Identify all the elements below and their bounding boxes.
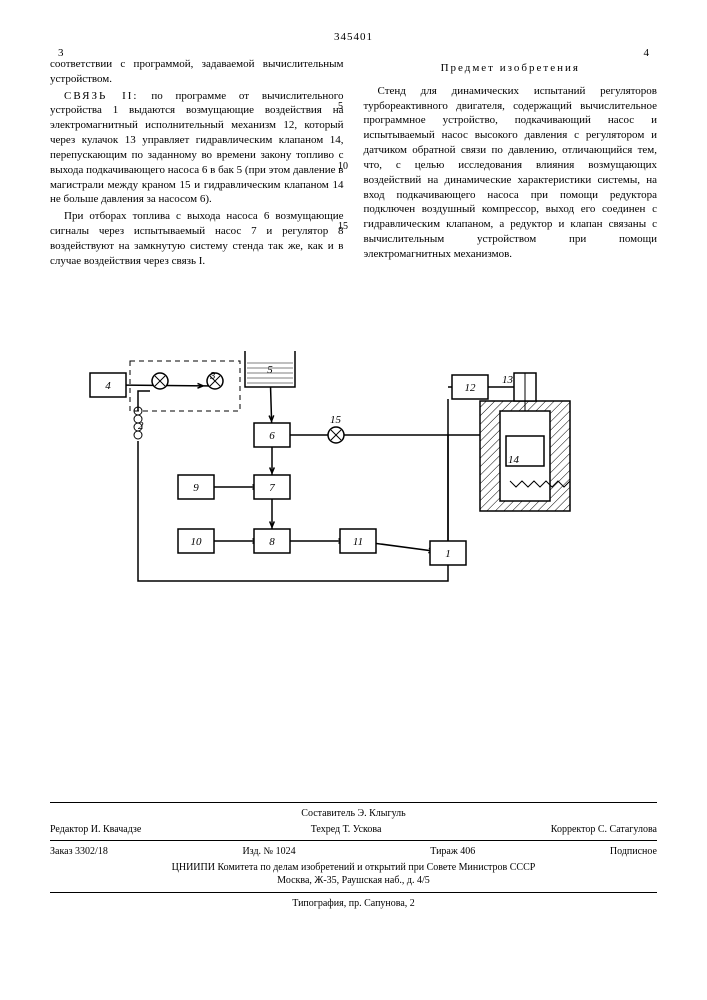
footer-typography: Типография, пр. Сапунова, 2 xyxy=(50,897,657,911)
footer-address: Москва, Ж-35, Раушская наб., д. 4/5 xyxy=(50,874,657,888)
document-number: 345401 xyxy=(50,30,657,45)
footer-print-row: Заказ 3302/18 Изд. № 1024 Тираж 406 Подп… xyxy=(50,845,657,859)
footer-editors-row: Редактор И. Квачадзе Техред Т. Ускова Ко… xyxy=(50,823,657,837)
footer-editor: Редактор И. Квачадзе xyxy=(50,823,141,837)
svg-text:11: 11 xyxy=(353,536,363,548)
footer-edition: Изд. № 1024 xyxy=(242,845,295,859)
svg-text:7: 7 xyxy=(269,482,275,494)
para-2-body: по программе от вычислительного устройст… xyxy=(50,90,344,206)
footer-circulation: Тираж 406 xyxy=(430,845,475,859)
footer-compiler: Составитель Э. Клыгуль xyxy=(50,807,657,821)
svg-text:15: 15 xyxy=(330,414,342,426)
diagram-svg: 123456789101112131415 xyxy=(50,311,650,611)
col-num-left: 3 xyxy=(58,46,64,61)
svg-text:14: 14 xyxy=(508,454,520,466)
footer: Составитель Э. Клыгуль Редактор И. Квача… xyxy=(50,798,657,910)
link-label: СВЯЗЬ II: xyxy=(64,90,139,102)
footer-order: Заказ 3302/18 xyxy=(50,845,108,859)
para-3: При отборах топлива с выхода насоса 6 во… xyxy=(50,209,344,268)
col-num-right: 4 xyxy=(644,46,650,61)
left-column: соответствии с программой, задаваемой вы… xyxy=(50,57,344,271)
claim-title: Предмет изобретения xyxy=(364,61,658,76)
schematic-diagram: 123456789101112131415 xyxy=(50,311,657,651)
para-1: соответствии с программой, задаваемой вы… xyxy=(50,57,344,87)
svg-text:2: 2 xyxy=(138,420,144,432)
svg-text:10: 10 xyxy=(191,536,203,548)
svg-text:1: 1 xyxy=(445,548,451,560)
para-2: СВЯЗЬ II: по программе от вычислительног… xyxy=(50,89,344,208)
svg-text:12: 12 xyxy=(465,382,477,394)
footer-org: ЦНИИПИ Комитета по делам изобретений и о… xyxy=(50,861,657,875)
svg-text:8: 8 xyxy=(269,536,275,548)
content-area: соответствии с программой, задаваемой вы… xyxy=(50,57,657,271)
claim-text: Стенд для динамических испытаний регулят… xyxy=(364,84,658,262)
svg-text:4: 4 xyxy=(105,380,111,392)
svg-text:9: 9 xyxy=(193,482,199,494)
svg-text:6: 6 xyxy=(269,430,275,442)
line-num-15: 15 xyxy=(338,220,348,234)
line-num-5: 5 xyxy=(338,100,343,114)
right-column: Предмет изобретения Стенд для динамическ… xyxy=(364,57,658,271)
svg-text:13: 13 xyxy=(502,374,514,386)
svg-text:5: 5 xyxy=(267,364,273,376)
footer-corrector: Корректор С. Сатагулова xyxy=(551,823,657,837)
footer-subscription: Подписное xyxy=(610,845,657,859)
svg-text:3: 3 xyxy=(209,370,216,382)
footer-tech-editor: Техред Т. Ускова xyxy=(311,823,382,837)
line-num-10: 10 xyxy=(338,160,348,174)
